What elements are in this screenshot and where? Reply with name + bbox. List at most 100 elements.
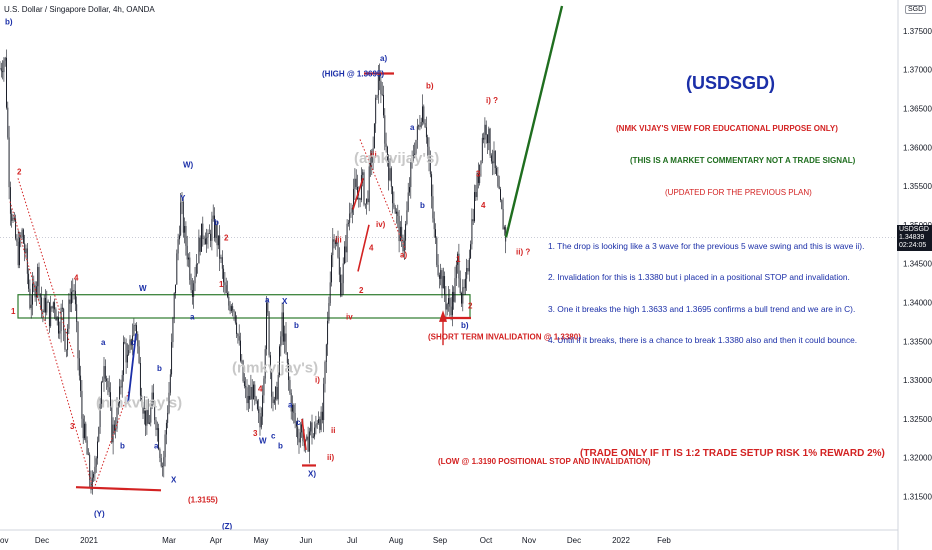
candle-body (47, 301, 49, 303)
candle-body (142, 405, 144, 414)
wave-label: a (190, 313, 195, 322)
candle-body (392, 186, 394, 204)
candle-body (438, 275, 440, 279)
candle-body (461, 293, 462, 304)
candle-body (43, 297, 45, 313)
candle-body (38, 266, 40, 295)
candle-body (94, 466, 96, 475)
candle-body (388, 161, 390, 181)
candle-body (175, 284, 176, 293)
currency-badge[interactable]: SGD (905, 5, 927, 14)
candle-body (253, 384, 254, 400)
wave-label: c (131, 338, 136, 347)
candle-body (15, 218, 17, 239)
wave-label: W (139, 284, 147, 293)
candle-body (76, 304, 78, 322)
candle-body (9, 187, 11, 214)
candle-body (385, 143, 387, 147)
price-tag-symbol: USDSGD (899, 226, 929, 233)
candle-body (151, 392, 153, 408)
candle-body (398, 216, 400, 242)
watermark-text: (nmkvijay's) (96, 394, 182, 411)
candle-body (492, 161, 494, 164)
candle-body (241, 360, 243, 362)
wave-label: (LOW @ 1.3190 POSITIONAL STOP AND INVALI… (438, 457, 651, 466)
candle-body (353, 188, 355, 208)
candle-body (0, 68, 2, 72)
y-tick-label: 1.35500 (903, 182, 932, 191)
y-tick-label: 1.36000 (903, 143, 932, 152)
candle-body (99, 403, 101, 427)
candle-body (302, 424, 304, 441)
candle-body (128, 350, 130, 355)
wave-label: Y (180, 194, 186, 203)
wave-label: ii) (327, 453, 334, 462)
candle-body (301, 424, 303, 433)
candle-body (366, 198, 368, 204)
candle-body (130, 339, 132, 346)
candle-body (120, 386, 122, 388)
candle-body (95, 458, 97, 467)
candle-body (371, 156, 373, 163)
candle-body (220, 257, 222, 259)
candle-body (480, 160, 482, 165)
candle-body (246, 387, 248, 404)
candle-body (13, 217, 15, 219)
x-tick-label-edge: ov (0, 536, 8, 545)
candle-body (294, 412, 296, 424)
y-tick-label: 1.31500 (903, 493, 932, 502)
wave-label: b (294, 321, 299, 330)
candle-body (16, 238, 18, 242)
candle-body (476, 173, 478, 198)
wave-label: a (410, 123, 415, 132)
candle-body (422, 106, 423, 122)
y-tick-label: 1.33500 (903, 337, 932, 346)
candle-body (327, 320, 329, 345)
candle-body (405, 223, 407, 241)
candle-body (26, 248, 28, 274)
candle-body (63, 308, 65, 331)
candle-body (260, 416, 262, 428)
candle-body (477, 173, 479, 184)
candle-body (324, 362, 326, 384)
candle-body (219, 235, 221, 259)
note-updated: (UPDATED FOR THE PREVIOUS PLAN) (665, 188, 812, 197)
candle-body (202, 223, 204, 240)
candle-body (58, 317, 59, 334)
candle-body (125, 343, 127, 363)
x-tick-label: Oct (480, 536, 493, 545)
candle-body (250, 387, 252, 400)
candle-body (272, 396, 274, 404)
wave-label: a (265, 295, 270, 304)
candle-body (325, 344, 327, 363)
wave-label: 3 (253, 429, 258, 438)
candle-body (341, 283, 343, 296)
candle-body (472, 219, 474, 222)
candle-body (190, 280, 192, 291)
candle-body (103, 366, 105, 382)
x-tick-label: Apr (210, 536, 223, 545)
candle-body (329, 282, 331, 304)
invalidation-zone (17, 294, 471, 319)
candle-body (124, 342, 126, 344)
candle-body (394, 207, 396, 214)
candle-body (346, 223, 348, 253)
wave-line (352, 178, 364, 210)
candle-body (380, 80, 382, 94)
candle-body (419, 125, 421, 127)
candle-body (435, 229, 436, 238)
candle-body (113, 424, 115, 431)
candle-body (216, 224, 218, 246)
candle-body (228, 296, 230, 306)
candle-body (376, 94, 378, 98)
wave-label: b (214, 218, 219, 227)
candle-body (229, 305, 231, 312)
candle-body (163, 457, 165, 467)
candle-body (172, 318, 174, 343)
trend-dotted-line (9, 201, 93, 486)
candle-body (280, 336, 282, 347)
candle-body (212, 215, 214, 219)
candle-body (238, 336, 240, 341)
